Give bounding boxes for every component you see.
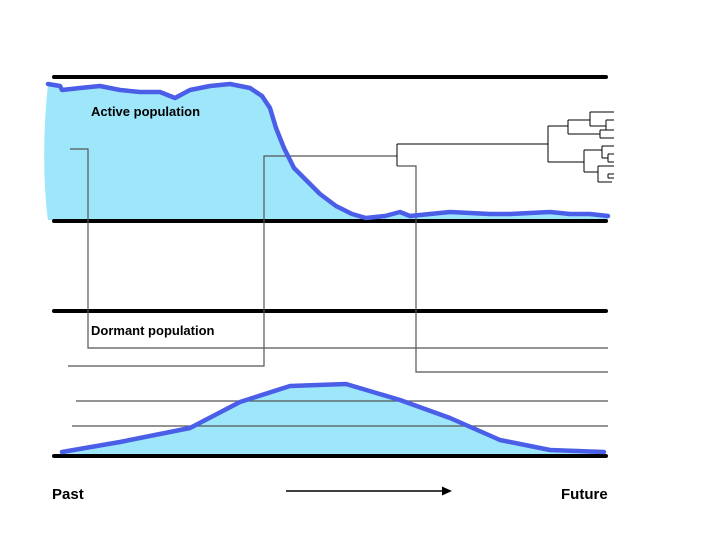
active-population-area [44,84,609,220]
active-population-outline [45,81,611,221]
dormant-population-outline [59,381,607,455]
past-label: Past [52,486,84,503]
lineage-path-3 [397,165,608,373]
dormant-population-area [62,384,604,456]
lineage-path-2 [68,155,397,367]
arrow-right-icon [286,486,452,496]
dormant-population-label: Dormant population [91,323,215,338]
active-population-label: Active population [91,104,200,119]
future-label: Future [561,486,608,503]
coalescent-tree [396,111,614,183]
lineage-path-1 [70,148,608,349]
